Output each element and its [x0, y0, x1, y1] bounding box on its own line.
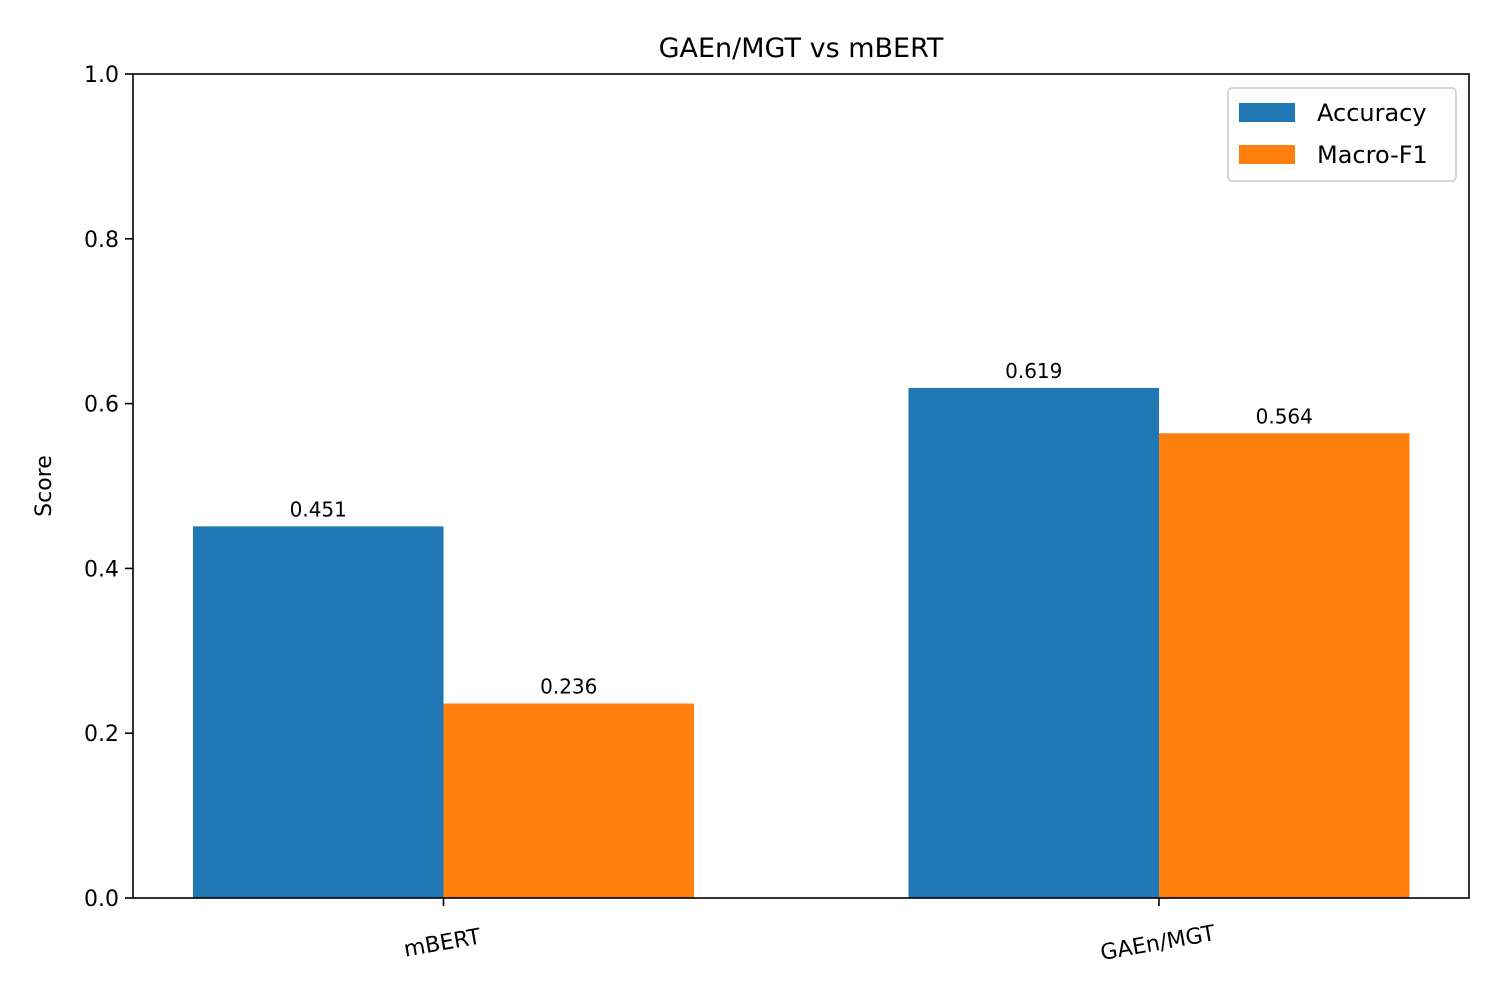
- x-tick-label: GAEn/MGT: [1099, 921, 1218, 966]
- bar-macro-f1-mbert: [443, 703, 694, 898]
- legend-swatch: [1239, 145, 1295, 164]
- data-label: 0.451: [290, 497, 347, 521]
- legend: Accuracy Macro-F1: [1227, 87, 1457, 182]
- y-tick-label: 0.2: [84, 722, 119, 747]
- x-tick-label: mBERT: [402, 924, 483, 962]
- legend-swatch: [1239, 103, 1295, 122]
- y-tick-label: 0.4: [84, 557, 119, 582]
- chart-title: GAEn/MGT vs mBERT: [659, 33, 944, 64]
- bar-accuracy-mbert: [193, 526, 444, 898]
- legend-entry: Macro-F1: [1317, 141, 1428, 169]
- data-label: 0.619: [1005, 359, 1062, 383]
- x-axis: mBERT GAEn/MGT: [402, 898, 1218, 966]
- bar-macro-f1-gaen-mgt: [1159, 433, 1410, 898]
- plot-frame: [132, 73, 1470, 899]
- y-axis-label: Score: [32, 455, 57, 517]
- data-label: 0.236: [540, 675, 597, 699]
- bar-accuracy-gaen-mgt: [908, 387, 1159, 898]
- data-label: 0.564: [1256, 404, 1313, 428]
- y-axis: 0.0 0.2 0.4 0.6 0.8 1.0: [84, 63, 133, 912]
- legend-entry: Accuracy: [1317, 99, 1427, 127]
- y-tick-label: 0.8: [84, 228, 119, 253]
- y-tick-label: 0.6: [84, 393, 119, 418]
- y-tick-label: 1.0: [84, 63, 119, 88]
- y-tick-label: 0.0: [84, 887, 119, 912]
- plot-area: 0.451 0.619 0.236 0.564: [193, 359, 1410, 898]
